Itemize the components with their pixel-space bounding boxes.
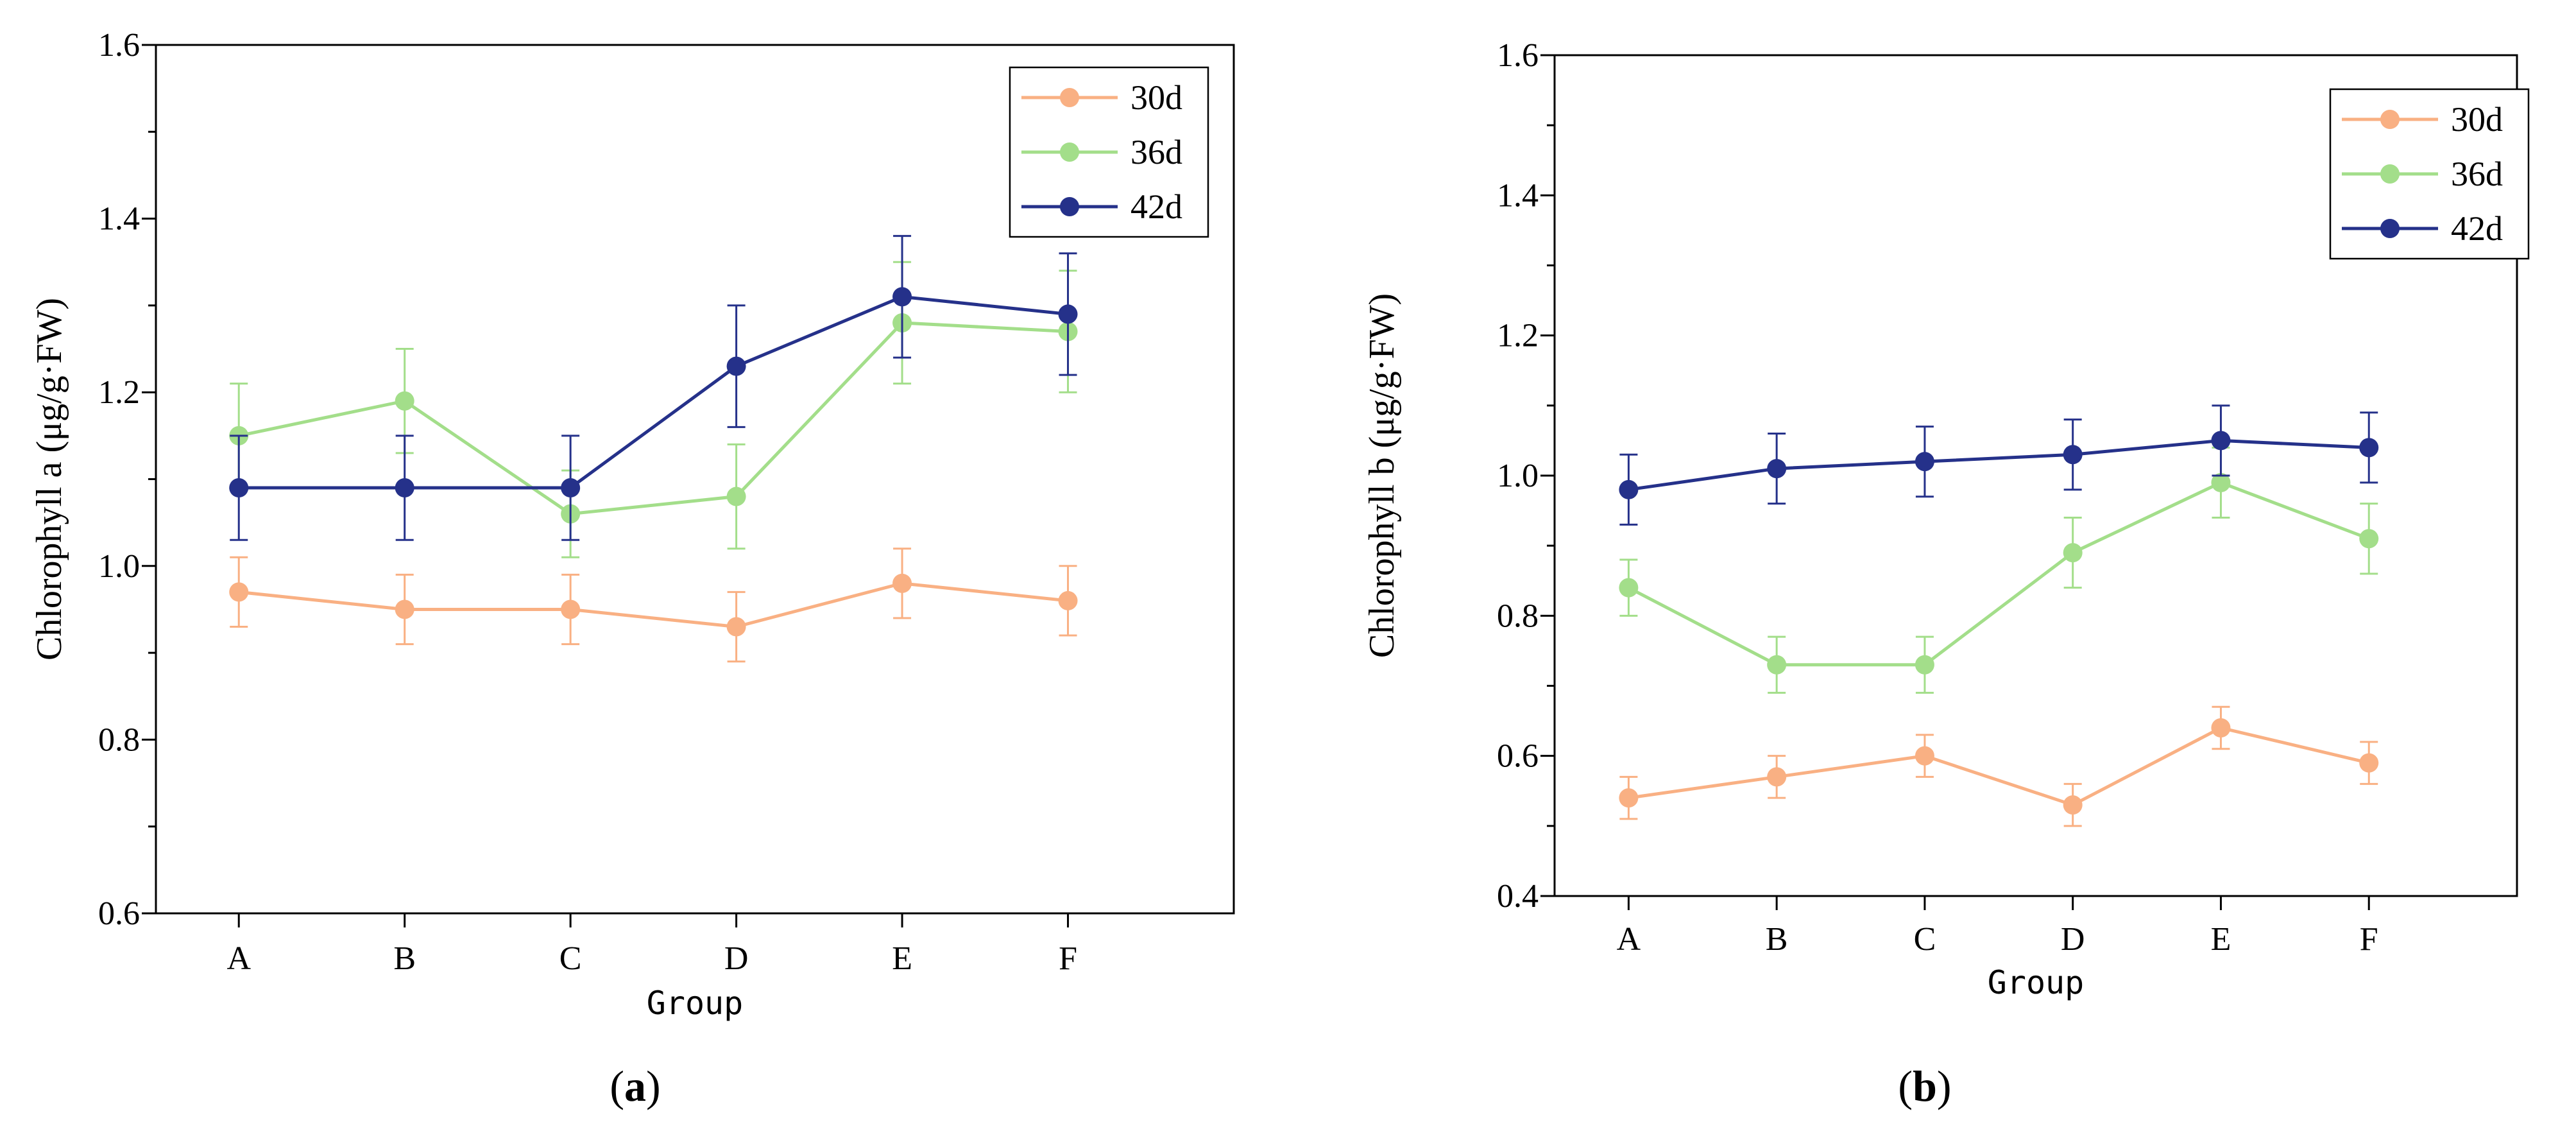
panel-label: (b)	[1898, 1062, 1951, 1110]
series-line	[1628, 481, 2370, 667]
data-point	[2063, 543, 2083, 563]
y-tick-label: 1.6	[98, 27, 140, 64]
data-point	[2063, 795, 2083, 815]
series-30d	[1619, 705, 2379, 827]
y-tick-label: 1.2	[98, 374, 140, 411]
series-line	[238, 582, 1068, 629]
legend-label: 30d	[2451, 100, 2503, 139]
panel-label-letter: b	[1913, 1062, 1937, 1110]
data-point	[395, 391, 414, 411]
panel-label-open: (	[610, 1062, 624, 1110]
data-point	[1915, 452, 1934, 472]
data-point	[229, 478, 249, 498]
y-axis-title: Chlorophyll a (μg/g·FW)	[30, 298, 69, 660]
data-point	[1058, 304, 1078, 324]
data-point	[1767, 459, 1787, 479]
data-point	[1915, 655, 1934, 675]
y-tick-label: 0.8	[1497, 598, 1539, 634]
data-point	[726, 487, 746, 506]
data-point	[726, 356, 746, 376]
x-tick-label: F	[2360, 921, 2378, 958]
panel-label: (a)	[610, 1062, 660, 1110]
legend-marker	[2380, 219, 2400, 238]
data-point	[395, 478, 414, 498]
y-tick-label: 1.4	[1497, 177, 1539, 214]
series-42d	[1619, 404, 2379, 526]
y-tick-label: 0.4	[1497, 878, 1539, 915]
chart-panel-b: 0.4 0.6 0.8 1.0 1.2 1.4 1.6 A B C D E F Group Chloroph…	[1362, 37, 2530, 1110]
x-tick-label: A	[1617, 921, 1641, 958]
data-point	[561, 478, 581, 498]
x-tick-label: D	[724, 940, 749, 977]
data-point	[1915, 746, 1934, 766]
panel-label-close: )	[1937, 1062, 1952, 1110]
legend-marker	[1060, 88, 1079, 107]
legend-label: 30d	[1130, 78, 1182, 117]
x-tick-label: A	[226, 940, 251, 977]
y-tick-label: 1.6	[1497, 37, 1539, 74]
data-point	[2211, 472, 2231, 492]
x-tick-label: E	[2211, 921, 2231, 958]
data-point	[1767, 767, 1787, 787]
data-point	[1619, 479, 1639, 499]
x-tick-label: C	[1914, 921, 1936, 958]
data-point	[229, 582, 249, 602]
x-tick-label: D	[2061, 921, 2085, 958]
chart-panel-a: 0.6 0.8 1.0 1.2 1.4 1.6 A B C D E F Group Chlorophyll…	[30, 27, 1235, 1110]
series-36d	[229, 261, 1078, 558]
legend-marker	[2380, 110, 2400, 129]
data-point	[2359, 438, 2379, 458]
y-tick-label: 1.4	[98, 201, 140, 237]
legend-marker	[2380, 164, 2400, 184]
data-point	[1619, 578, 1639, 598]
data-point	[726, 617, 746, 637]
data-point	[1767, 655, 1787, 675]
series-line	[1628, 726, 2369, 807]
y-tick-label: 0.8	[98, 721, 140, 758]
data-point	[2211, 431, 2231, 451]
y-axis-title: Chlorophyll b (μg/g·FW)	[1362, 293, 1402, 658]
legend-label: 36d	[1130, 133, 1182, 171]
data-point	[2359, 529, 2379, 549]
legend-label: 42d	[2451, 209, 2503, 248]
legend: 30d 36d 42d	[2329, 88, 2530, 260]
y-tick-label: 1.0	[98, 548, 140, 585]
y-tick-label: 1.0	[1497, 458, 1539, 494]
y-tick-label: 1.2	[1497, 318, 1539, 354]
data-point	[892, 287, 912, 307]
data-point	[1058, 590, 1078, 610]
x-axis-title: Group	[647, 985, 744, 1022]
series-36d	[1619, 446, 2379, 694]
legend-label: 36d	[2451, 155, 2503, 193]
y-tick-label: 0.6	[98, 895, 140, 932]
legend-marker	[1060, 197, 1079, 216]
series-line	[239, 295, 1068, 490]
y-tick-label: 0.6	[1497, 738, 1539, 775]
panel-label-letter: a	[624, 1062, 646, 1110]
x-tick-label: B	[393, 940, 416, 977]
x-tick-label: F	[1059, 940, 1077, 977]
data-point	[2063, 445, 2083, 465]
data-point	[892, 573, 912, 593]
x-axis-title: Group	[1988, 964, 2085, 1001]
x-tick-label: E	[892, 940, 912, 977]
data-point	[561, 599, 581, 619]
series-line	[1628, 438, 2369, 492]
series-30d	[229, 547, 1078, 663]
legend: 30d 36d 42d	[1009, 66, 1209, 238]
panel-label-open: (	[1898, 1062, 1913, 1110]
x-tick-label: B	[1766, 921, 1788, 958]
data-point	[395, 599, 414, 619]
data-point	[2211, 718, 2231, 737]
panel-label-close: )	[646, 1062, 661, 1110]
series-line	[238, 321, 1068, 516]
data-point	[2359, 753, 2379, 773]
series-42d	[229, 235, 1078, 541]
legend-marker	[1060, 142, 1079, 162]
data-point	[1619, 788, 1639, 808]
x-tick-label: C	[559, 940, 582, 977]
legend-label: 42d	[1130, 187, 1182, 226]
